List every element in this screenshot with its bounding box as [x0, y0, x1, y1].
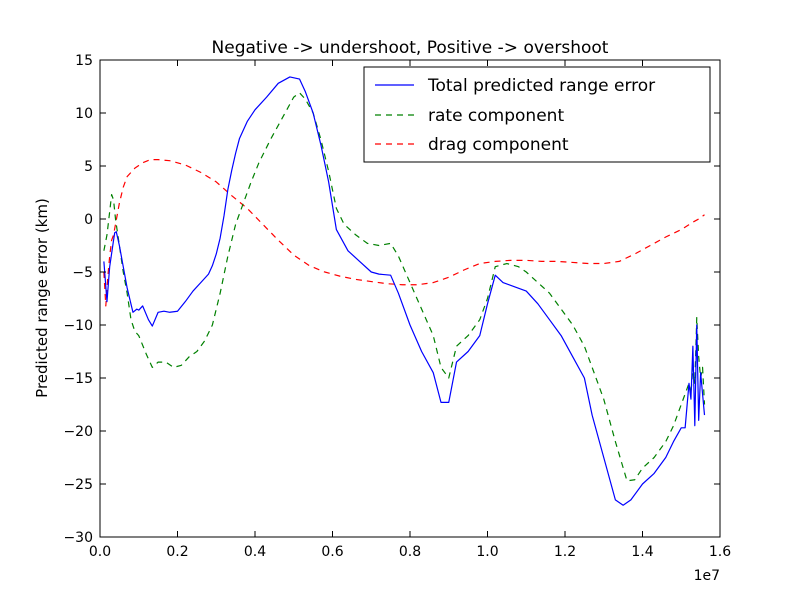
series-layer [103, 76, 706, 506]
x-tick-label: 1.0 [476, 544, 498, 560]
y-tick-label: −10 [63, 318, 93, 334]
y-tick-label: −15 [63, 371, 93, 387]
legend: Total predicted range error rate compone… [363, 66, 711, 163]
y-tick-label: 15 [75, 53, 93, 69]
x-tick-label: 0.8 [399, 544, 421, 560]
chart-title: Negative -> undershoot, Positive -> over… [212, 38, 609, 58]
legend-label-total: Total predicted range error [427, 76, 655, 96]
y-tick-label: 0 [84, 212, 93, 228]
series-line-rate [103, 92, 706, 482]
plot-frame [99, 59, 721, 538]
x-tick-label: 0.2 [166, 544, 188, 560]
series-line-total [103, 76, 706, 506]
legend-label-rate: rate component [428, 106, 564, 126]
tick-layer: 0.0 0.2 0.4 0.6 0.8 1.0 1.2 1.4 1.6 −30 −25 −20 −15 −… [63, 53, 731, 560]
x-tick-label: 1.6 [709, 544, 731, 560]
y-tick-label: 5 [84, 159, 93, 175]
x-tick-label: 1.4 [631, 544, 653, 560]
y-tick-label: −25 [63, 477, 93, 493]
series-line-drag [103, 159, 705, 307]
y-tick-label: −20 [63, 424, 93, 440]
x-tick-label: 0.6 [321, 544, 343, 560]
x-tick-label: 0.0 [89, 544, 111, 560]
y-tick-label: −30 [63, 530, 93, 546]
legend-label-drag: drag component [428, 135, 569, 155]
x-tick-label: 0.4 [244, 544, 266, 560]
y-tick-label: 10 [75, 106, 93, 122]
y-tick-label: −5 [72, 265, 93, 281]
legend-box [363, 66, 711, 163]
y-axis-label: Predicted range error (km) [33, 198, 51, 398]
x-axis-multiplier: 1e7 [694, 568, 720, 584]
x-tick-label: 1.2 [554, 544, 576, 560]
